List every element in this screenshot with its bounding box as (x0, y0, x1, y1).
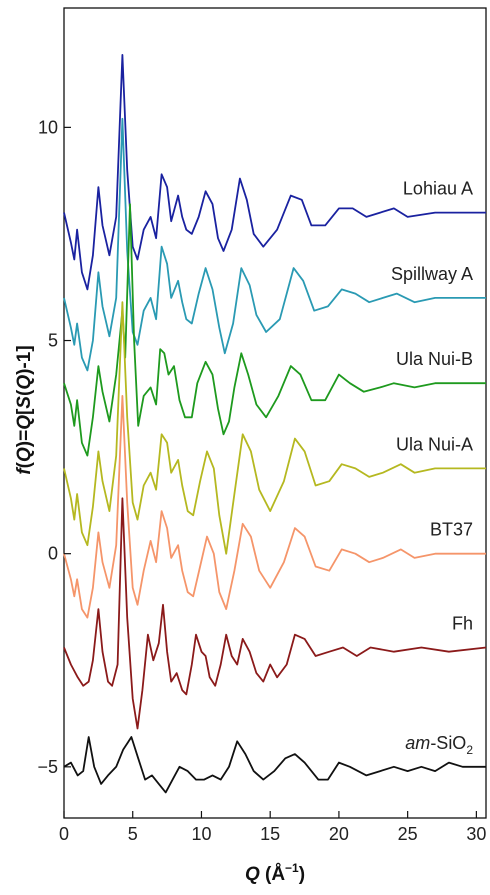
x-tick-label: 15 (260, 824, 280, 844)
y-tick-label: −5 (37, 757, 58, 777)
plot-frame (63, 7, 487, 819)
y-axis-title: f(Q)=Q[S(Q)-1] (14, 345, 35, 474)
series-line (63, 301, 486, 555)
series-line (63, 736, 486, 794)
y-tick-label: 0 (48, 544, 58, 564)
series-line (63, 117, 486, 372)
series-label: Lohiau A (403, 179, 473, 199)
plot-area (63, 7, 487, 819)
ticks-layer: 0 5 10 15 20 25 30 10 5 0 −5 (37, 117, 486, 844)
series-label: Spillway A (391, 264, 473, 284)
x-tick-label: 0 (59, 824, 69, 844)
series-label: Fh (452, 613, 473, 633)
series-line (63, 54, 486, 291)
series-label: am-SiO2 (405, 733, 473, 757)
series-line (63, 395, 486, 619)
series-layer (63, 54, 487, 794)
series-label: Ula Nui-A (396, 434, 473, 454)
x-tick-label: 30 (466, 824, 486, 844)
series-label: BT37 (430, 520, 473, 540)
x-tick-label: 5 (128, 824, 138, 844)
y-tick-label: 5 (48, 331, 58, 351)
y-tick-label: 10 (38, 117, 58, 137)
x-tick-label: 25 (398, 824, 418, 844)
series-label: Ula Nui-B (396, 349, 473, 369)
series-line (63, 497, 487, 730)
x-axis-title: Q (Å−1) (245, 861, 305, 885)
x-tick-label: 20 (329, 824, 349, 844)
labels-layer: Lohiau A Spillway A Ula Nui-B Ula Nui-A BT37… (391, 179, 473, 757)
series-line (63, 203, 486, 457)
x-tick-label: 10 (191, 824, 211, 844)
